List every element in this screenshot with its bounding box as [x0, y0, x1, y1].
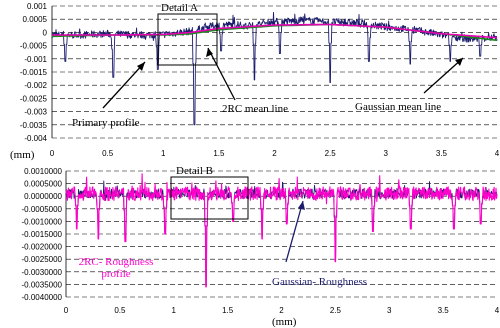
chart-b-x-tick-label: 0.5	[114, 306, 126, 315]
chart-b-y-tick-label: -0.0020000	[22, 243, 63, 252]
chart-a-y-tick-label: 0.0005	[23, 15, 48, 24]
chart-a-x-tick-label: 3.5	[436, 149, 448, 158]
chart-a-x-tick-label: 0	[50, 149, 55, 158]
chart-a-y-tick-label: -0.0005	[20, 42, 48, 51]
chart-a-x-tick-label: 3	[384, 149, 389, 158]
chart-b-y-tick-label: -0.0010000	[22, 217, 63, 226]
chart-b-x-tick-label: 4	[495, 306, 500, 315]
chart-b-y-tick-label: 0.0000000	[24, 192, 62, 201]
chart-b-y-tick-label: -0.0015000	[22, 230, 63, 239]
primary-profile-arrowhead	[137, 62, 145, 71]
chart-a-y-tick-label: -0.0025	[20, 94, 48, 103]
gaussian-roughness-arrowhead	[298, 201, 305, 210]
primary-profile-label: Primary profile	[72, 117, 140, 129]
gaussian-roughness-arrow	[285, 200, 304, 263]
chart-a-unit-label: (mm)	[10, 149, 35, 161]
chart-b-y-tick-label: 0.0005000	[24, 180, 62, 189]
detail-a-label: Detail A	[161, 2, 198, 14]
detail-a-box	[157, 13, 218, 66]
chart-a-x-tick-label: 1	[161, 149, 166, 158]
chart-b-y-tick-label: -0.0040000	[22, 293, 63, 302]
chart-b-y-tick-labels: 0.0010000 0.0005000 0.0000000 -0.0005000 -0.…	[22, 167, 63, 302]
chart-b-y-tick-label: -0.0030000	[22, 268, 63, 277]
chart-a-y-tick-label: 0	[43, 28, 48, 37]
chart-b-x-tick-label: 2.5	[330, 306, 342, 315]
chart-b-x-tick-label: 1	[172, 306, 177, 315]
chart-a-x-tick-label: 2	[272, 149, 277, 158]
chart-a-grid	[51, 5, 497, 139]
chart-a-x-tick-label: 0.5	[102, 149, 114, 158]
chart-a-x-tick-label: 1.5	[213, 149, 225, 158]
chart-b: 0.0010000 0.0005000 0.0000000 -0.0005000 -0.…	[22, 165, 500, 328]
chart-b-y-tick-label: -0.0025000	[22, 255, 63, 264]
chart-a-y-tick-label: -0.001	[24, 55, 47, 64]
gaussian-mean-line-arrowhead	[455, 58, 463, 66]
chart-a-y-tick-label: -0.0035	[20, 121, 48, 130]
2rc-roughness-label-line1: 2RC- Roughness	[79, 256, 154, 268]
detail-b-box	[170, 176, 249, 220]
chart-b-x-tick-label: 3.5	[438, 306, 450, 315]
chart-a-y-tick-label: 0.001	[27, 2, 48, 11]
2rc-mean-line-arrow	[207, 47, 236, 101]
chart-a-y-tick-label: -0.0015	[20, 68, 48, 77]
primary-profile-arrow	[102, 61, 146, 109]
chart-b-x-tick-label: 0	[64, 306, 69, 315]
detail-b-label: Detail B	[176, 165, 213, 177]
gaussian-mean-line-label: Gaussian mean line	[355, 101, 441, 113]
chart-a-x-tick-label: 4	[495, 149, 500, 158]
chart-a: 0.001 0.0005 0 -0.0005 -0.001 -0.0015 -0.002 -0…	[10, 2, 500, 161]
chart-a-x-tick-label: 2.5	[325, 149, 337, 158]
chart-b-series	[65, 173, 498, 288]
chart-a-x-tick-labels: 0 0.5 1 1.5 2 2.5 3 3.5 4	[50, 149, 500, 158]
2rc-mean-line-arrowhead	[206, 48, 213, 57]
chart-a-y-tick-label: -0.002	[24, 81, 47, 90]
chart-a-series	[51, 12, 498, 126]
2rc-mean-line-label: 2RC mean line	[222, 103, 288, 115]
series-2rc-roughness-profile	[65, 173, 498, 288]
chart-a-y-tick-label: -0.003	[24, 108, 47, 117]
series-gaussian-mean-line	[52, 23, 498, 39]
gaussian-roughness-label: Gaussian- Roughness	[272, 276, 367, 288]
chart-b-y-tick-label: -0.0035000	[22, 280, 63, 289]
chart-b-x-tick-label: 2	[279, 306, 284, 315]
chart-b-x-tick-label: 1.5	[222, 306, 234, 315]
2rc-roughness-label-line2: profile	[101, 268, 130, 280]
chart-b-x-axis-label: (mm)	[272, 316, 297, 328]
chart-b-y-tick-label: -0.0005000	[22, 205, 63, 214]
chart-a-y-tick-labels: 0.001 0.0005 0 -0.0005 -0.001 -0.0015 -0.002 -0…	[20, 2, 48, 143]
gaussian-mean-line-arrow	[423, 57, 464, 94]
chart-b-x-tick-label: 3	[387, 306, 392, 315]
chart-b-y-tick-label: 0.0010000	[24, 167, 62, 176]
chart-a-y-tick-label: -0.004	[24, 134, 47, 143]
chart-b-x-tick-labels: 0 0.5 1 1.5 2 2.5 3 3.5 4	[64, 306, 500, 315]
